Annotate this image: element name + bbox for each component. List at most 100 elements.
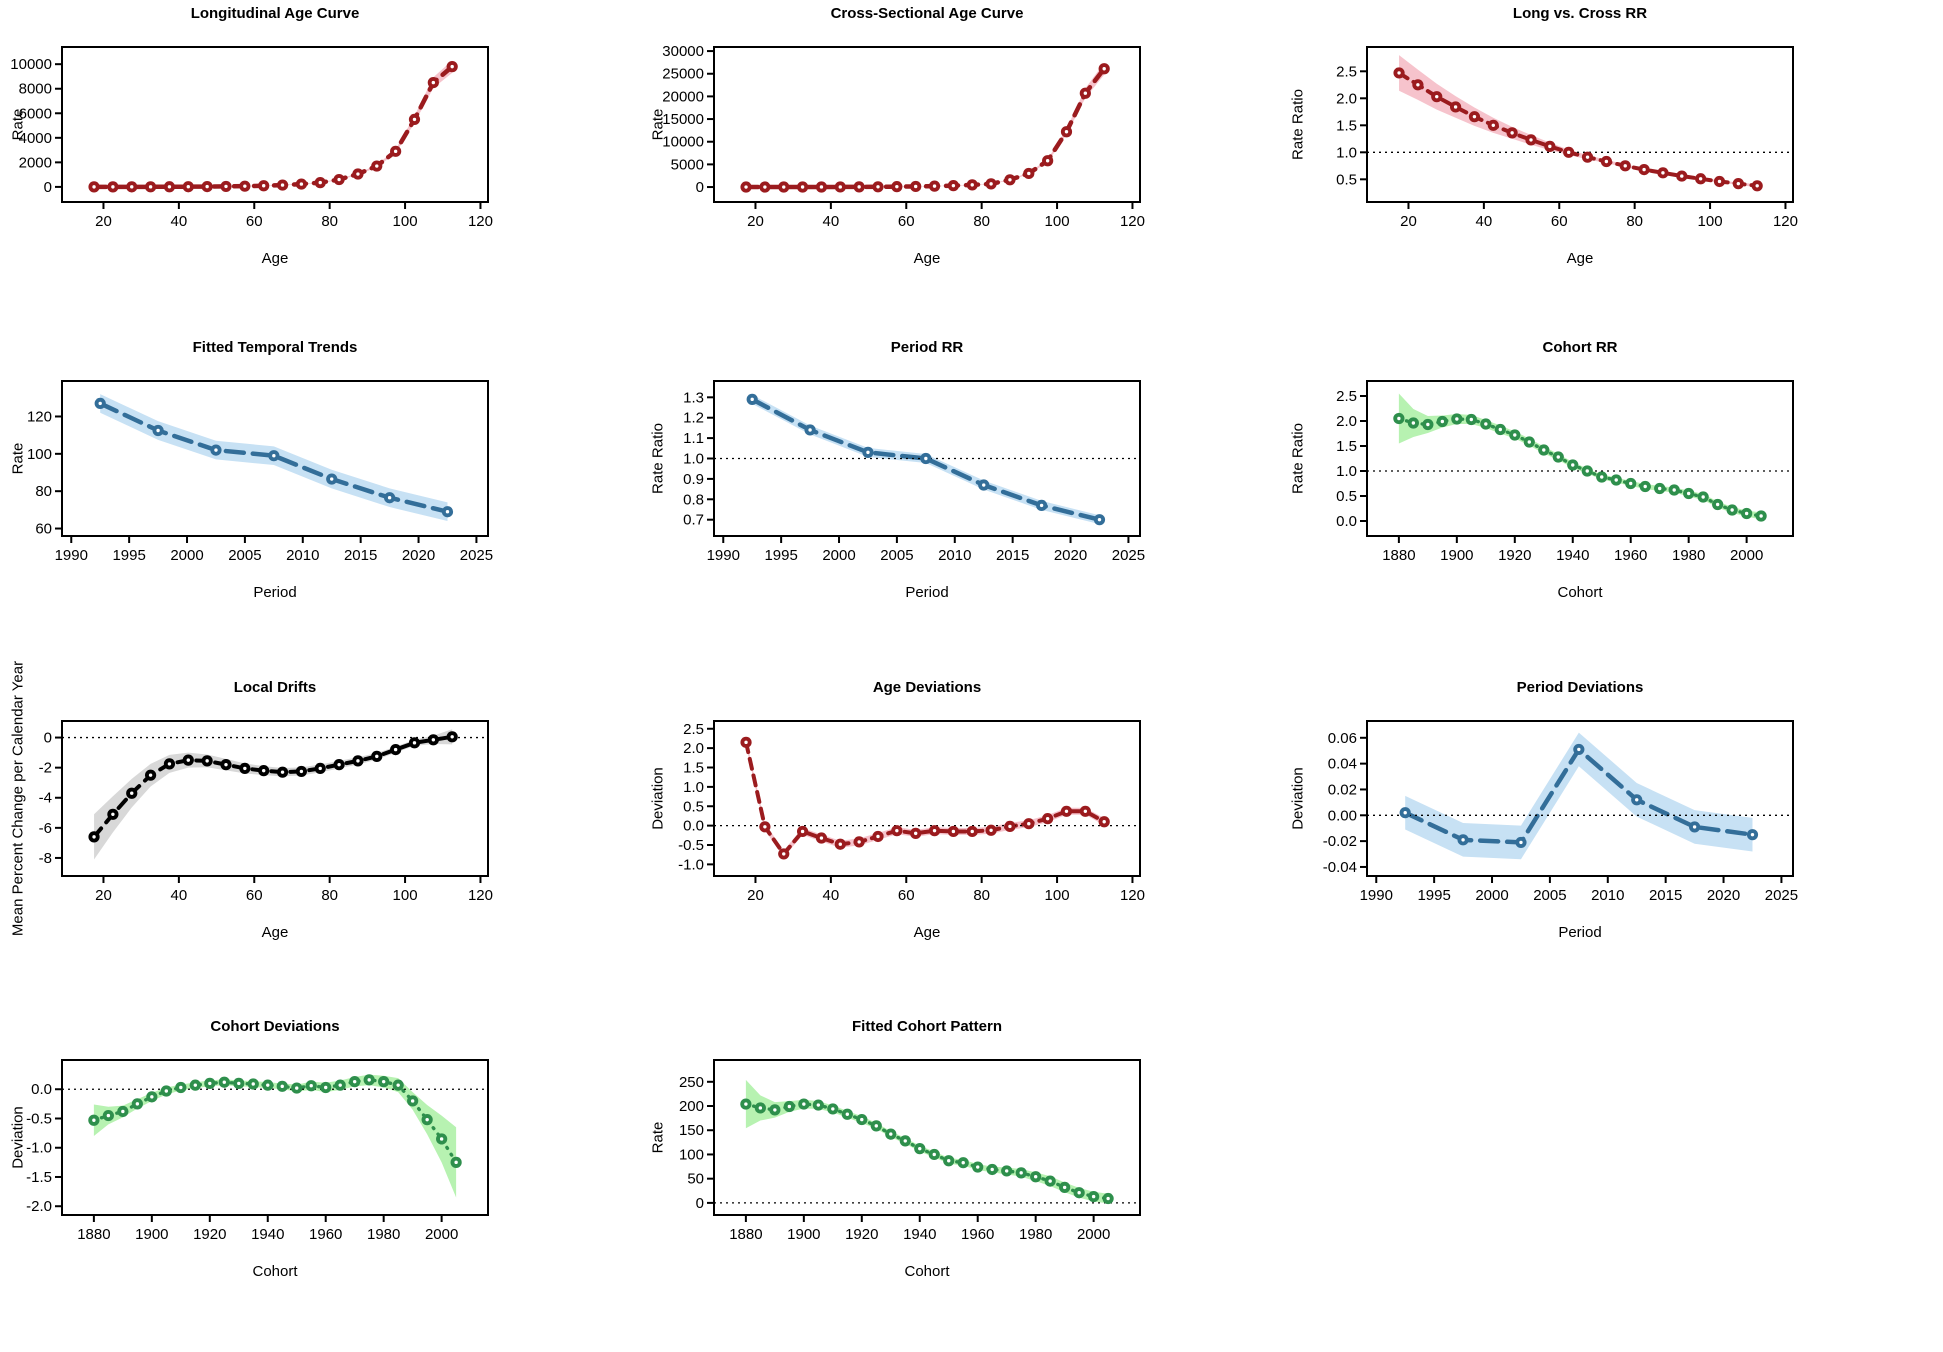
y-tick-label: -1.0	[678, 856, 704, 873]
data-point-center	[1397, 71, 1401, 75]
x-tick-label: 2010	[938, 547, 971, 564]
y-tick-label: 2.5	[1336, 388, 1357, 405]
data-point-center	[970, 183, 974, 187]
data-point-center	[1027, 171, 1031, 176]
x-tick-label: 1900	[1440, 547, 1473, 564]
data-point-center	[1062, 1185, 1067, 1190]
data-point-center	[330, 477, 334, 481]
panel-fitted-cohort-pattern: Fitted Cohort Pattern Rate 1880 1900 1920 1…	[640, 1013, 1280, 1347]
data-point-center	[295, 1086, 299, 1090]
y-tick-label: 2.5	[683, 721, 704, 738]
x-tick-label: 100	[393, 213, 418, 230]
panel-cross-sectional-age-curve: Cross-Sectional Age Curve Rate 20 40 60 80 1…	[640, 0, 1280, 334]
data-point-center	[393, 149, 398, 154]
data-point-center	[1097, 517, 1102, 522]
x-tick-label: 1920	[193, 1226, 226, 1243]
chart-age-deviations: 20 40 60 80 100 120 -1.0 -0.5 0.0 0.5 1.0 1.5 2.0 2.5	[678, 720, 1145, 904]
data-point-center	[1577, 747, 1581, 752]
data-point-center	[838, 842, 842, 846]
data-point-center	[92, 835, 96, 839]
data-point-center	[989, 182, 993, 186]
chart-cohort-rr: 1880 1900 1920 1940 1960 1980 2000 0.0 0.5 1.0 1.5…	[1336, 380, 1794, 564]
x-axis-label: Age	[1566, 250, 1594, 267]
data-point-center	[356, 759, 360, 763]
data-point-center	[186, 185, 190, 189]
data-point-center	[816, 1103, 821, 1107]
data-point-center	[1519, 840, 1523, 845]
data-point-center	[1102, 67, 1106, 71]
x-tick-label: 100	[393, 887, 418, 904]
data-point-center	[450, 64, 454, 69]
data-point-center	[1750, 832, 1755, 837]
chart-title: Cohort Deviations	[210, 1018, 340, 1035]
chart-title: Longitudinal Age Curve	[190, 5, 360, 22]
y-tick-label: 25000	[662, 66, 704, 83]
data-point-center	[932, 828, 937, 833]
data-line	[743, 66, 1107, 190]
data-point-center	[92, 185, 96, 189]
x-tick-label: 60	[1551, 213, 1568, 230]
data-point-center	[1045, 159, 1050, 163]
data-point-center	[1064, 130, 1069, 134]
data-point-center	[1008, 178, 1012, 182]
data-point-center	[1643, 484, 1647, 489]
y-tick-label: 0.9	[683, 471, 704, 488]
panel-longitudinal-age-curve: Longitudinal Age Curve Rate 20 40 60 80 100 1…	[0, 0, 640, 334]
data-point-center	[338, 1083, 342, 1087]
data-point-center	[976, 1165, 980, 1169]
y-tick-label: 120	[27, 408, 52, 425]
y-tick-label: 1.0	[683, 779, 704, 796]
data-point-center	[1730, 508, 1734, 512]
data-point-center	[1759, 514, 1763, 518]
data-point-center	[1039, 503, 1044, 508]
data-point-center	[251, 1082, 255, 1086]
data-line	[1397, 416, 1763, 518]
x-tick-label: 1960	[961, 1226, 994, 1243]
data-point-center	[111, 185, 115, 189]
y-tick-label: 1.5	[683, 760, 704, 777]
data-point-center	[913, 831, 918, 836]
chart-title: Period RR	[890, 339, 964, 356]
x-axis-label: Cohort	[1557, 584, 1603, 601]
y-tick-label: 0.0	[683, 818, 704, 835]
x-tick-label: 1920	[1498, 547, 1531, 564]
x-tick-label: 2000	[1077, 1226, 1110, 1243]
y-tick-label: 1.5	[1336, 438, 1357, 455]
x-tick-label: 100	[1045, 887, 1070, 904]
y-tick-label: -8	[39, 850, 52, 867]
y-tick-label: 0	[44, 179, 52, 196]
data-point-center	[425, 1117, 429, 1122]
data-point-center	[1717, 179, 1722, 184]
x-tick-label: 1960	[1614, 547, 1647, 564]
data-point-center	[903, 1139, 907, 1143]
chart-title: Long vs. Cross RR	[1512, 5, 1648, 22]
y-tick-label: 1.0	[1336, 144, 1357, 161]
data-point-center	[857, 840, 861, 844]
chart-title: Fitted Temporal Trends	[192, 339, 358, 356]
x-tick-label: 2015	[344, 547, 377, 564]
data-point-center	[280, 770, 285, 774]
data-point-center	[1657, 486, 1662, 491]
data-point-center	[838, 185, 842, 189]
y-tick-label: 10000	[662, 134, 704, 151]
x-tick-label: 1880	[729, 1226, 762, 1243]
data-point-center	[1623, 164, 1627, 168]
data-point-center	[367, 1078, 371, 1082]
x-tick-label: 1980	[367, 1226, 400, 1243]
data-point-center	[356, 172, 360, 176]
x-tick-label: 2000	[170, 547, 203, 564]
data-point-center	[800, 829, 805, 834]
data-point-center	[156, 428, 160, 433]
data-point-center	[932, 1152, 936, 1157]
data-point-center	[1102, 820, 1106, 824]
plot-border	[61, 1059, 489, 1216]
x-tick-label: 60	[898, 213, 915, 230]
data-point-center	[224, 184, 228, 189]
x-tick-label: 2000	[1475, 887, 1508, 904]
data-point-center	[106, 1113, 111, 1118]
x-tick-label: 120	[1120, 213, 1145, 230]
data-point-center	[193, 1083, 198, 1087]
x-axis-label: Age	[913, 924, 941, 941]
data-point-center	[318, 766, 322, 771]
x-tick-label: 1995	[112, 547, 145, 564]
